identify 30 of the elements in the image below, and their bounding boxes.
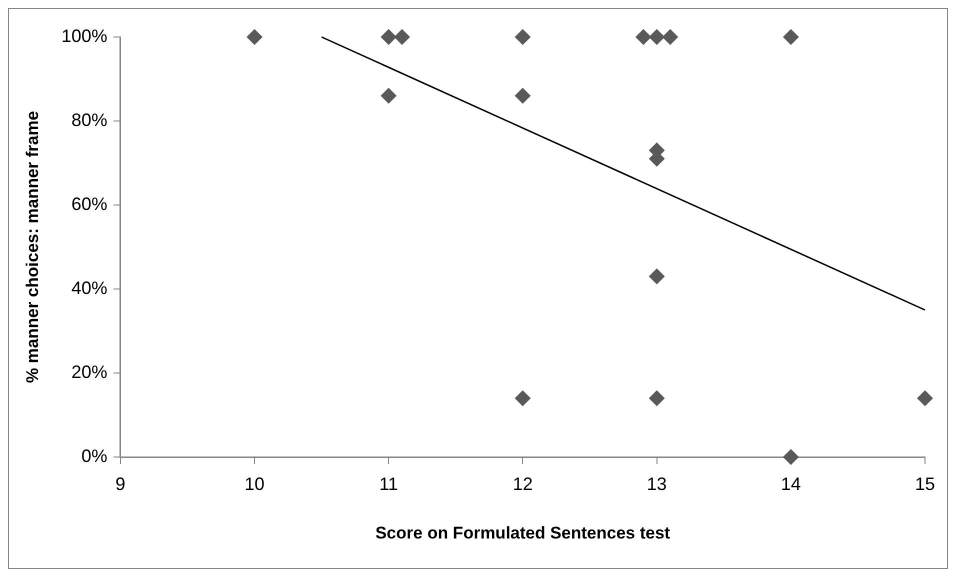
point bbox=[394, 29, 410, 45]
x-tick-label: 9 bbox=[115, 474, 126, 494]
y-tick-label: 20% bbox=[71, 362, 108, 382]
x-tick-label: 12 bbox=[512, 474, 533, 494]
point bbox=[662, 29, 678, 45]
point bbox=[782, 449, 799, 465]
y-tick-label: 80% bbox=[71, 110, 108, 130]
y-tick-label: 100% bbox=[61, 26, 108, 46]
point bbox=[648, 390, 665, 406]
point bbox=[246, 29, 263, 45]
y-axis-title: % manner choices: manner frame bbox=[22, 110, 42, 384]
point bbox=[648, 29, 665, 45]
x-axis-title: Score on Formulated Sentences test bbox=[375, 523, 670, 542]
y-tick-label: 60% bbox=[71, 194, 108, 214]
x-tick-label: 14 bbox=[780, 474, 801, 494]
x-tick-label: 15 bbox=[914, 474, 936, 494]
x-tick-label: 11 bbox=[379, 474, 398, 494]
point bbox=[514, 88, 531, 104]
y-tick-label: 40% bbox=[71, 278, 108, 298]
point bbox=[917, 390, 933, 406]
point bbox=[514, 29, 531, 45]
x-tick-label: 10 bbox=[244, 474, 265, 494]
x-tick-label: 13 bbox=[646, 474, 667, 494]
point bbox=[635, 29, 652, 45]
y-tick-label: 0% bbox=[81, 446, 108, 466]
point bbox=[514, 390, 531, 406]
point bbox=[380, 88, 397, 104]
point bbox=[648, 268, 665, 284]
point bbox=[380, 29, 397, 45]
point bbox=[782, 29, 799, 45]
